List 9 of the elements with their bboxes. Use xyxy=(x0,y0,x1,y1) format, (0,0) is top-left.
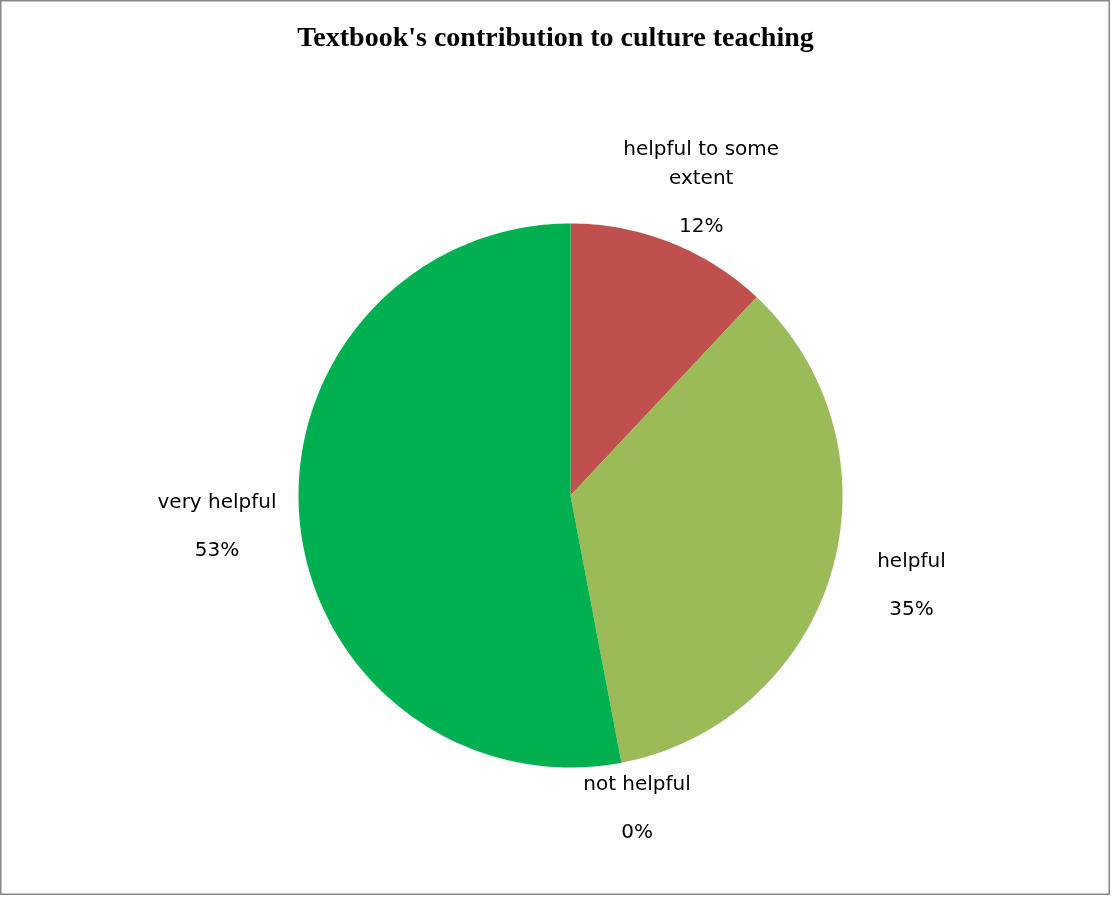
chart-title: Textbook's contribution to culture teaching xyxy=(297,20,814,52)
category-label: not helpful xyxy=(583,770,691,795)
data-label: 12% xyxy=(678,212,724,237)
slice-label: helpful to some extent xyxy=(623,135,780,189)
slice-label: helpful xyxy=(877,547,946,572)
slice-label: very helpful xyxy=(157,489,277,514)
data-label: 35% xyxy=(889,595,934,620)
text: 0% xyxy=(621,818,653,843)
data-label: 53% xyxy=(194,537,240,562)
